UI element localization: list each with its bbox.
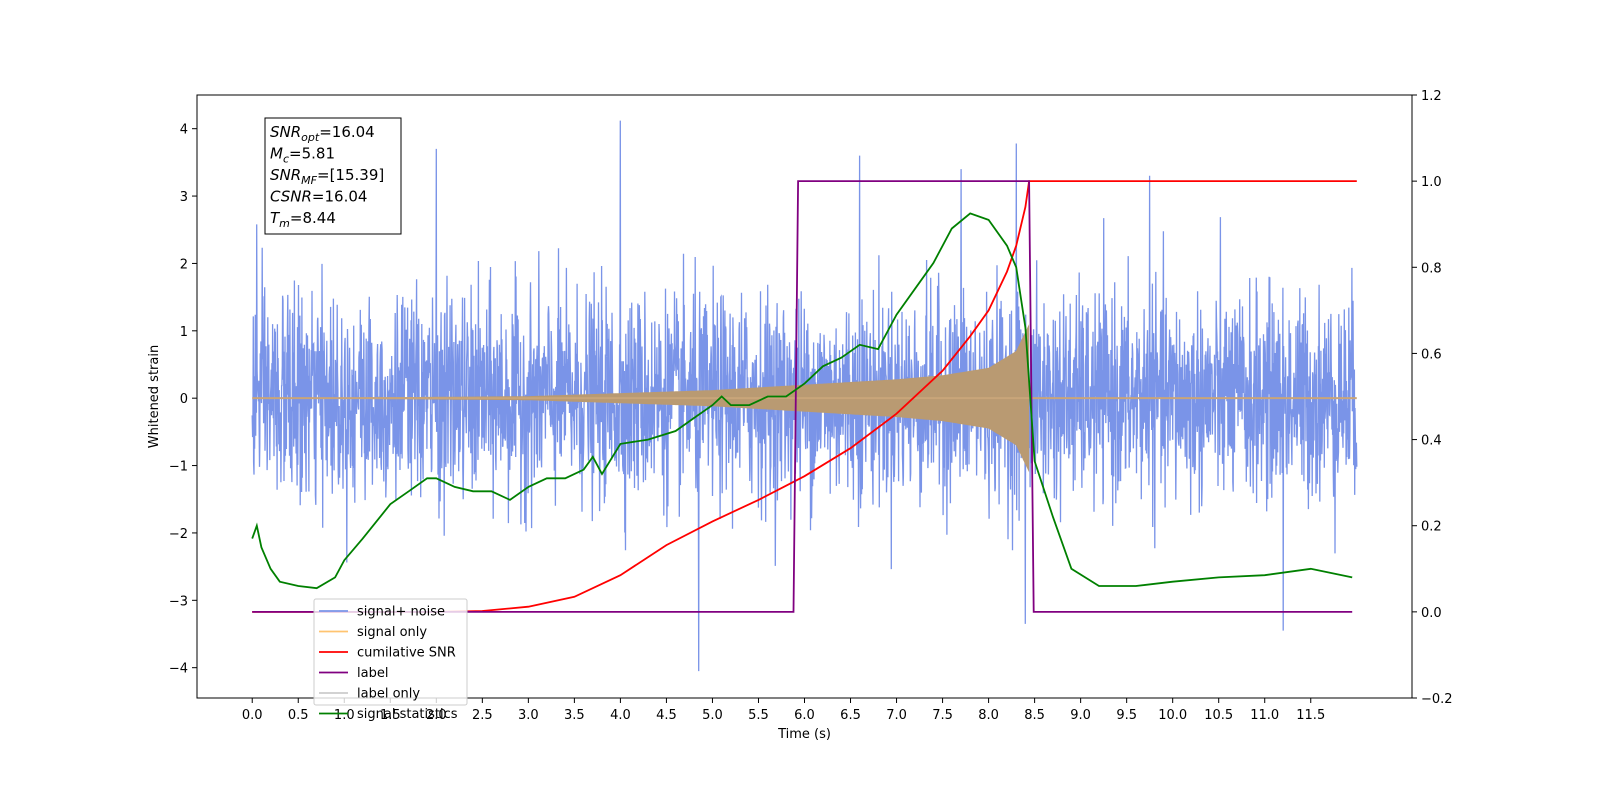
plot-area	[251, 120, 1358, 672]
x-tick-label: 6.5	[840, 708, 861, 723]
x-tick-label: 11.0	[1250, 708, 1279, 723]
info-subscript: m	[279, 217, 290, 230]
legend-label: label	[357, 666, 388, 681]
y-left-tick-label: −1	[169, 460, 188, 475]
info-symbol: SNR	[270, 166, 301, 184]
info-box: SNRopt=16.04Mc=5.81SNRMF=[15.39]CSNR=16.…	[264, 117, 402, 235]
series-label-line	[252, 180, 1353, 613]
y-left-tick-label: −4	[169, 662, 188, 677]
x-tick-label: 5.5	[748, 708, 769, 723]
series-layer	[251, 120, 1358, 672]
x-axis-ticks: 0.0 0.5 1.0 1.5 2.0 2.5 3.0 3.5 4.0 4.5 5.0 5.5 6.0 6…	[242, 698, 1325, 723]
y-right-tick-label: 1.2	[1421, 89, 1442, 104]
y-axis-left-ticks: −4 −3 −2 −1 0 1 2 3 4	[169, 123, 197, 677]
x-tick-label: 3.5	[564, 708, 585, 723]
x-tick-label: 0.0	[242, 708, 263, 723]
x-axis-label: Time (s)	[777, 727, 831, 742]
x-tick-label: 8.0	[978, 708, 999, 723]
x-tick-label: 2.5	[472, 708, 493, 723]
legend: signal+ noise signal only cumilative SNR la…	[313, 598, 468, 722]
info-box-line: Mc=5.81	[270, 145, 335, 166]
x-tick-label: 9.0	[1070, 708, 1091, 723]
x-tick-label: 1.0	[334, 708, 355, 723]
y-left-tick-label: 3	[180, 190, 188, 205]
x-tick-label: 6.0	[794, 708, 815, 723]
info-symbol: T	[270, 209, 281, 227]
y-right-tick-label: 0.6	[1421, 347, 1442, 362]
info-box-line: Tm=8.44	[270, 209, 336, 230]
y-left-tick-label: 1	[180, 325, 188, 340]
info-value: =16.04	[312, 188, 368, 206]
info-subscript: MF	[301, 174, 317, 187]
x-tick-label: 4.5	[656, 708, 677, 723]
x-tick-label: 1.5	[380, 708, 401, 723]
info-symbol: M	[270, 145, 283, 163]
y-axis-right-ticks: −0.2 0.0 0.2 0.4 0.6 0.8 1.0 1.2	[1412, 89, 1453, 707]
x-tick-label: 5.0	[702, 708, 723, 723]
x-tick-label: 7.0	[886, 708, 907, 723]
legend-label: cumilative SNR	[357, 646, 456, 661]
y-right-tick-label: −0.2	[1421, 692, 1453, 707]
y-left-tick-label: 0	[180, 392, 188, 407]
y-right-tick-label: 0.4	[1421, 434, 1442, 449]
x-tick-label: 11.5	[1296, 708, 1325, 723]
info-symbol: SNR	[270, 123, 301, 141]
info-box-line: SNRopt=16.04	[270, 123, 375, 144]
y-left-tick-label: 4	[180, 123, 188, 138]
x-tick-label: 10.5	[1204, 708, 1233, 723]
legend-label: signal statistics	[357, 707, 458, 722]
info-subscript: c	[283, 153, 289, 166]
legend-label: signal+ noise	[357, 605, 445, 620]
legend-frame	[313, 598, 468, 706]
info-value: =8.44	[290, 209, 336, 227]
info-box-line: SNRMF=[15.39]	[270, 166, 384, 187]
x-tick-label: 7.5	[932, 708, 953, 723]
y-axis-left-label: Whitened strain	[147, 345, 162, 448]
info-value: =[15.39]	[317, 166, 384, 184]
legend-label: signal only	[357, 625, 427, 640]
y-right-tick-label: 0.8	[1421, 261, 1442, 276]
info-box-frame	[264, 117, 402, 235]
y-left-tick-label: 2	[180, 257, 188, 272]
y-right-tick-label: 1.0	[1421, 175, 1442, 190]
legend-label: label only	[357, 687, 420, 702]
x-tick-label: 0.5	[288, 708, 309, 723]
x-tick-label: 9.5	[1116, 708, 1137, 723]
y-left-tick-label: −3	[169, 594, 188, 609]
y-left-tick-label: −2	[169, 527, 188, 542]
info-value: =5.81	[289, 145, 335, 163]
series-signal-noise-line	[251, 120, 1358, 672]
x-tick-label: 8.5	[1024, 708, 1045, 723]
series-cumilative-snr-line	[252, 180, 1357, 613]
y-right-tick-label: 0.0	[1421, 606, 1442, 621]
info-value: =16.04	[319, 123, 375, 141]
y-right-tick-label: 0.2	[1421, 520, 1442, 535]
x-tick-label: 10.0	[1158, 708, 1187, 723]
info-box-line: CSNR=16.04	[270, 188, 367, 206]
series-signal-statistics-line	[251, 212, 1353, 590]
x-tick-label: 3.0	[518, 708, 539, 723]
info-subscript: opt	[301, 131, 320, 144]
x-tick-label: 4.0	[610, 708, 631, 723]
info-symbol: CSNR	[270, 188, 312, 206]
x-tick-label: 2.0	[426, 708, 447, 723]
